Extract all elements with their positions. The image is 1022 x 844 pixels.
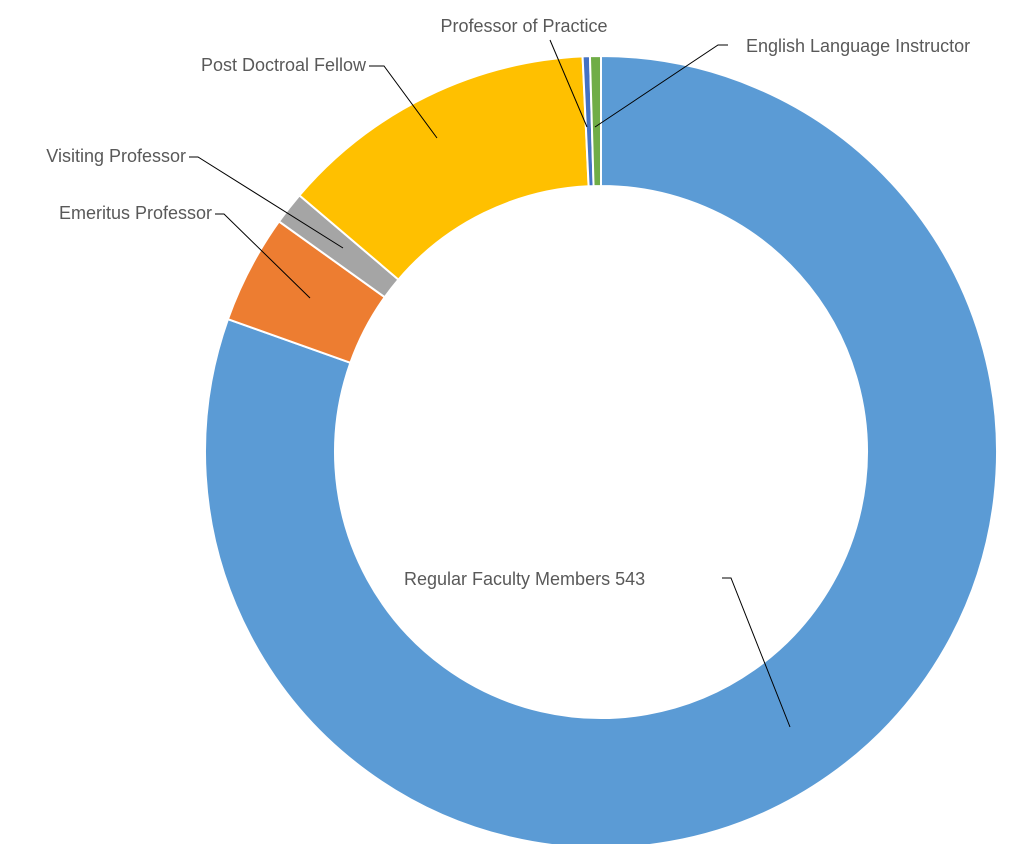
- data-label: English Language Instructor: [746, 36, 970, 56]
- category-name: Emeritus Professor: [59, 203, 212, 223]
- leader-line: [215, 213, 311, 299]
- category-name: Professor of Practice: [440, 16, 607, 36]
- leader-line: [189, 156, 344, 249]
- donut-segment: [588, 54, 602, 188]
- leader-line: [594, 44, 728, 128]
- category-name: Post Doctroal Fellow: [201, 55, 367, 75]
- donut-segment: [204, 54, 998, 844]
- leader-line: [369, 65, 438, 139]
- category-name: Regular Faculty Members: [404, 569, 610, 589]
- data-label: Professor of Practice: [440, 16, 607, 36]
- data-label: Visiting Professor: [46, 146, 186, 166]
- category-name: English Language Instructor: [746, 36, 970, 56]
- data-label: Post Doctroal Fellow: [201, 55, 367, 75]
- value-label: 543: [615, 569, 645, 589]
- leader-line: [549, 39, 588, 128]
- data-label: Regular Faculty Members 543: [404, 569, 645, 589]
- data-label: Emeritus Professor: [59, 203, 212, 223]
- leader-line: [722, 577, 791, 728]
- category-name: Visiting Professor: [46, 146, 186, 166]
